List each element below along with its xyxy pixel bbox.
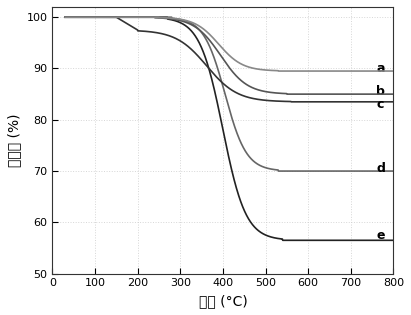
Text: e: e [376, 229, 385, 242]
Text: d: d [376, 162, 385, 175]
Y-axis label: 质量比 (%): 质量比 (%) [7, 113, 21, 167]
X-axis label: 温度 (°C): 温度 (°C) [199, 294, 247, 308]
Text: a: a [376, 62, 385, 75]
Text: c: c [376, 98, 384, 111]
Text: b: b [376, 85, 385, 98]
